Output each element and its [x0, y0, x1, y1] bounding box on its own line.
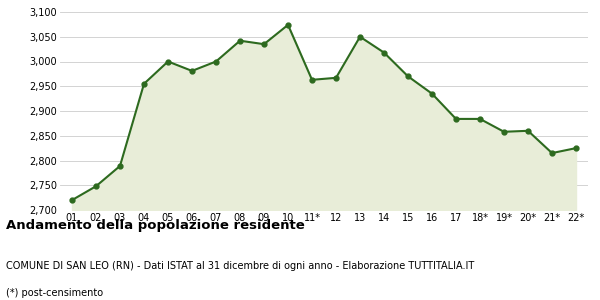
- Text: COMUNE DI SAN LEO (RN) - Dati ISTAT al 31 dicembre di ogni anno - Elaborazione T: COMUNE DI SAN LEO (RN) - Dati ISTAT al 3…: [6, 261, 474, 271]
- Text: (*) post-censimento: (*) post-censimento: [6, 288, 103, 298]
- Text: Andamento della popolazione residente: Andamento della popolazione residente: [6, 219, 305, 232]
